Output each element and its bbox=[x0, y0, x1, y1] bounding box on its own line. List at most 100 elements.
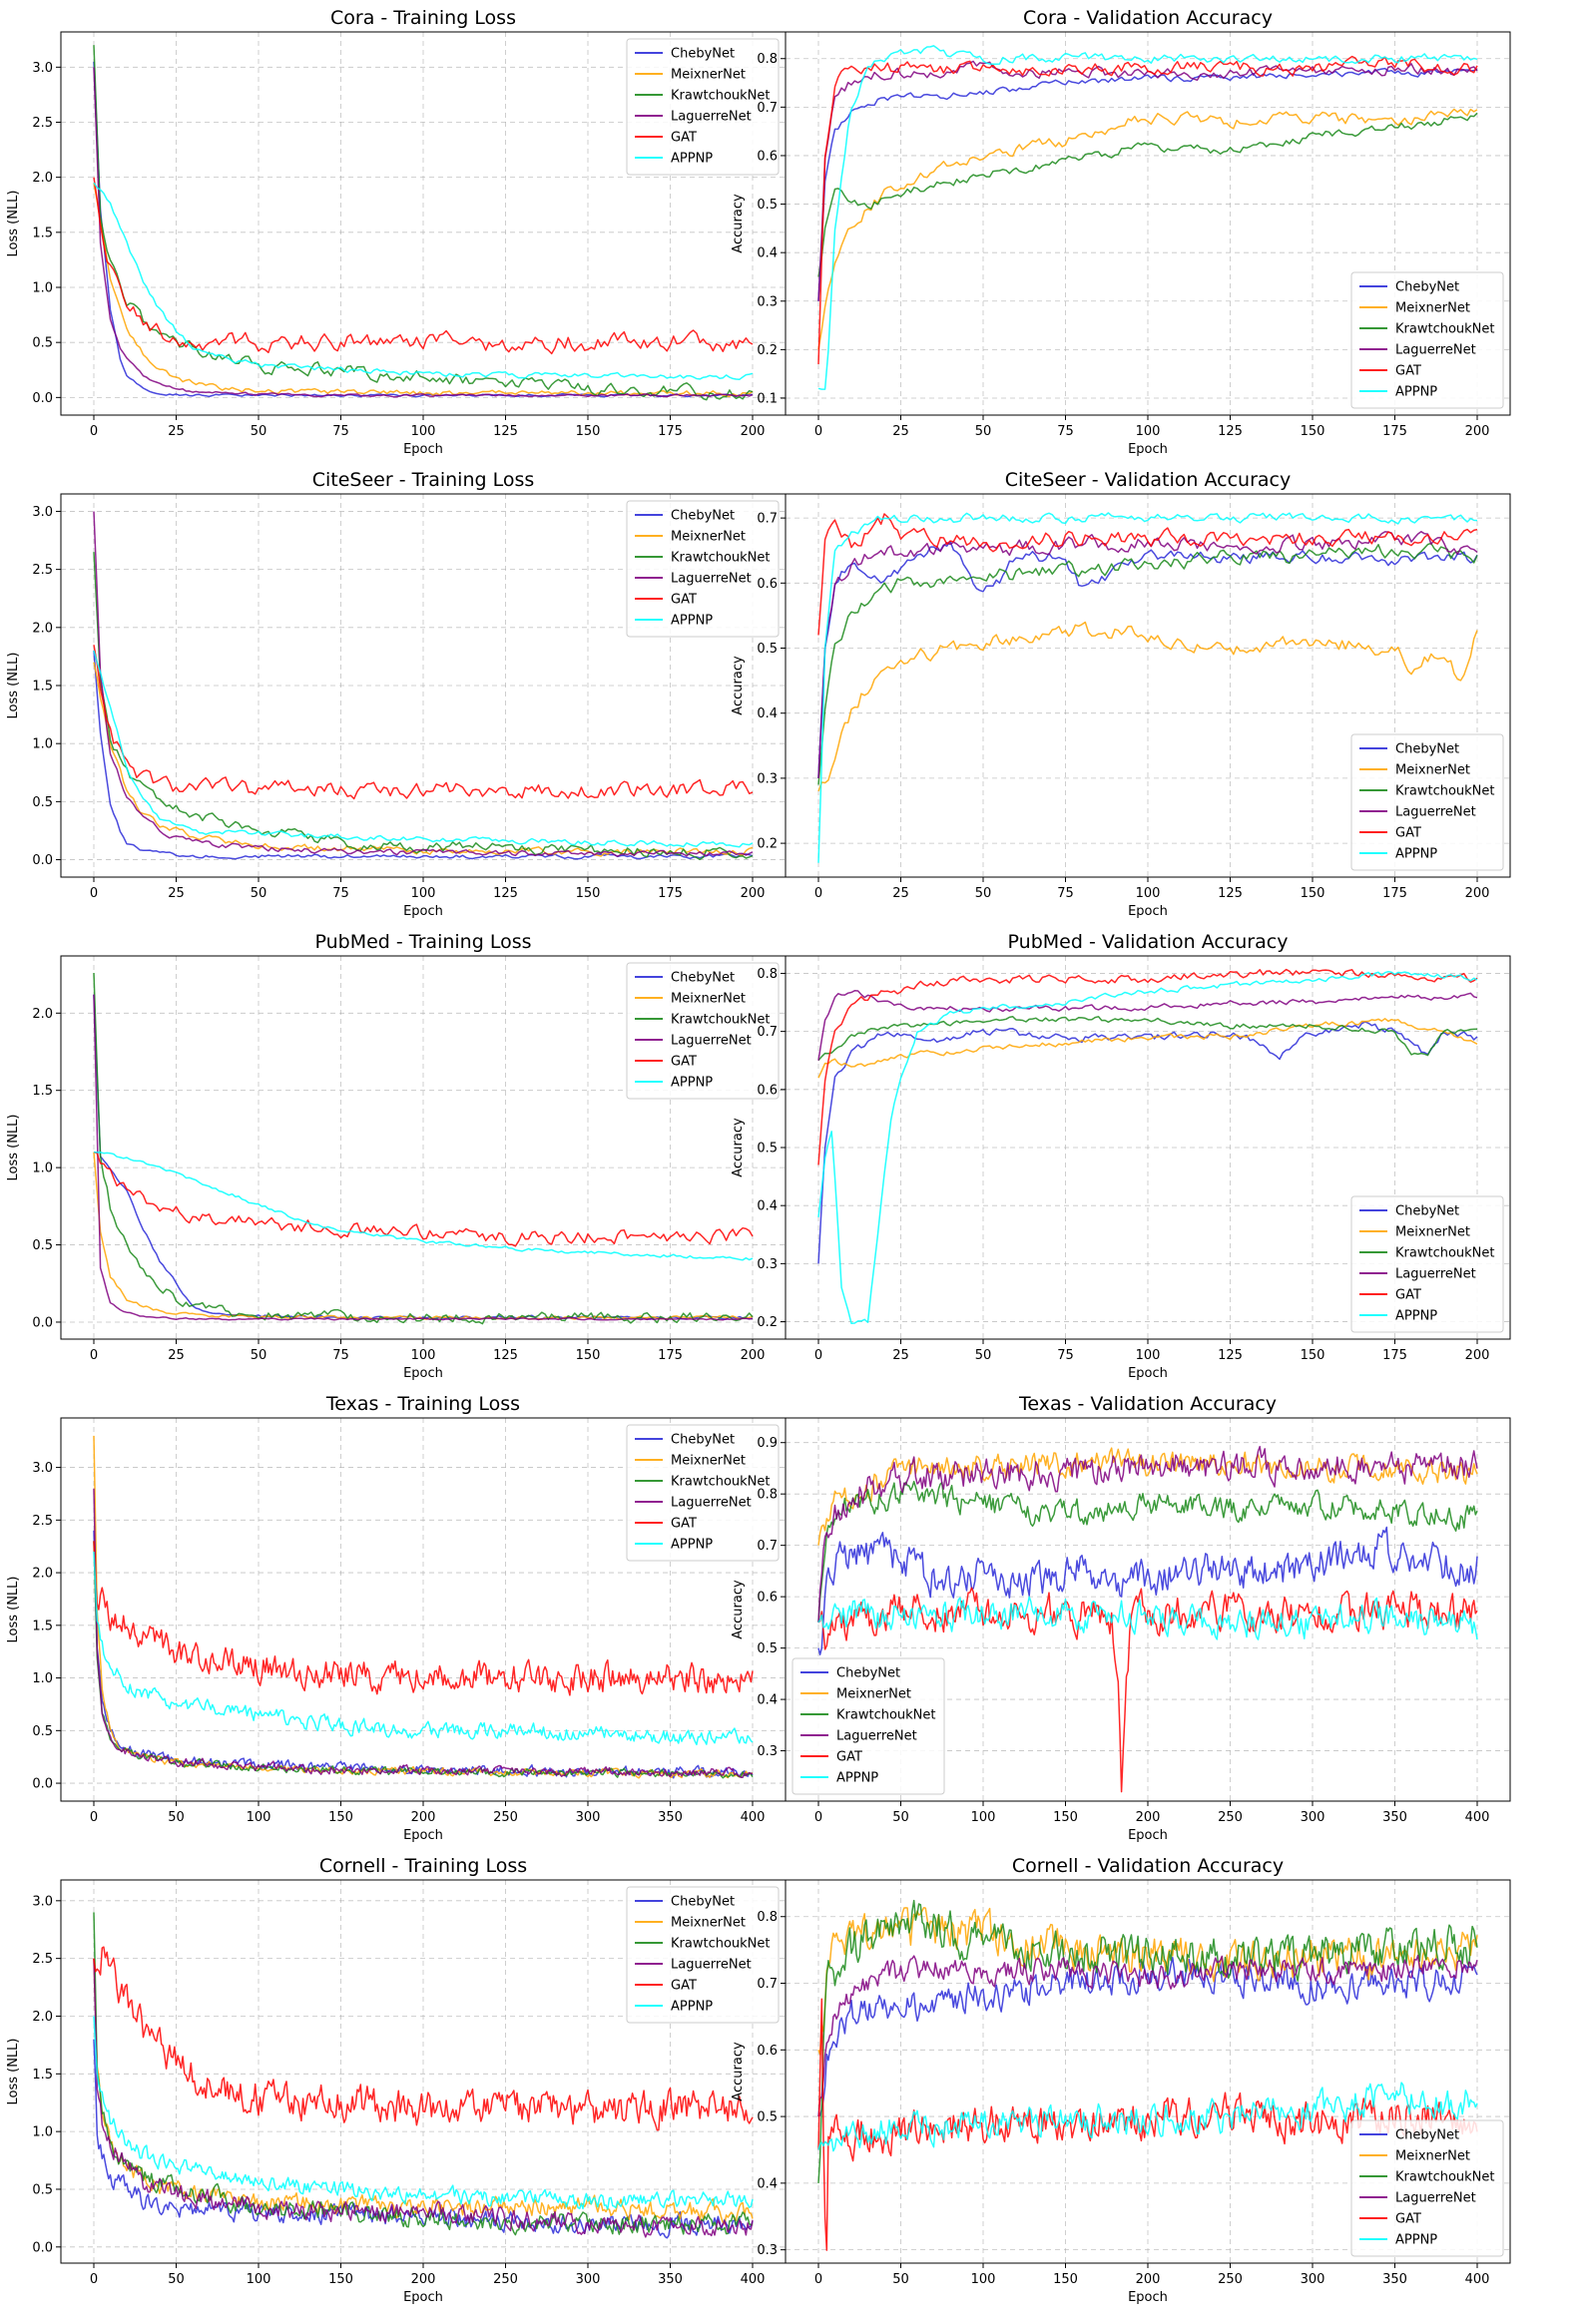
y-tick-label: 0.7 bbox=[757, 101, 778, 116]
x-tick-label: 250 bbox=[1218, 1810, 1243, 1825]
y-tick-label: 0.7 bbox=[757, 1977, 778, 1992]
y-tick-label: 0.4 bbox=[757, 1693, 778, 1708]
x-axis-label: Epoch bbox=[403, 904, 443, 919]
series-chebynet bbox=[817, 1021, 1478, 1264]
y-tick-label: 0.2 bbox=[757, 1315, 778, 1330]
series-chebynet bbox=[93, 651, 754, 860]
legend-label-appnp: APPNP bbox=[836, 1771, 878, 1786]
x-tick-label: 75 bbox=[332, 886, 349, 901]
series-gat bbox=[93, 177, 754, 355]
chart-texas-training-loss: Texas - Training Loss 0 50 100 150 200 250 300 3… bbox=[6, 1393, 787, 1843]
y-tick-label: 0.0 bbox=[32, 1777, 53, 1792]
x-tick-label: 100 bbox=[247, 2272, 271, 2287]
x-axis-label: Epoch bbox=[1128, 442, 1168, 457]
y-tick-label: 0.8 bbox=[757, 1488, 778, 1503]
y-tick-label: 1.5 bbox=[32, 2068, 53, 2083]
series-appnp bbox=[93, 2016, 754, 2210]
series-meixnernet bbox=[817, 621, 1478, 792]
y-tick-label: 0.8 bbox=[757, 1910, 778, 1925]
x-tick-label: 300 bbox=[1301, 2272, 1325, 2287]
x-tick-label: 75 bbox=[332, 1348, 349, 1363]
plot-area bbox=[93, 1912, 754, 2239]
legend-label-appnp: APPNP bbox=[671, 1538, 713, 1553]
x-tick-label: 175 bbox=[1382, 1348, 1407, 1363]
y-axis-label: Loss (NLL) bbox=[6, 1577, 21, 1643]
y-axis-label: Accuracy bbox=[731, 1580, 746, 1639]
x-tick-label: 200 bbox=[1465, 1348, 1490, 1363]
x-tick-label: 0 bbox=[90, 886, 98, 901]
plot-area bbox=[817, 512, 1478, 863]
series-chebynet bbox=[817, 1526, 1478, 1655]
x-tick-label: 200 bbox=[411, 1810, 436, 1825]
legend-box bbox=[1350, 271, 1504, 409]
legend-label-meixnernet: MeixnerNet bbox=[671, 530, 746, 545]
y-tick-label: 0.5 bbox=[757, 198, 778, 213]
legend-box bbox=[626, 1886, 780, 2024]
y-tick-label: 0.3 bbox=[757, 294, 778, 309]
y-tick-label: 0.0 bbox=[32, 2240, 53, 2255]
y-tick-label: 0.5 bbox=[757, 1142, 778, 1157]
legend-label-meixnernet: MeixnerNet bbox=[836, 1687, 911, 1702]
x-axis-label: Epoch bbox=[403, 1366, 443, 1381]
x-tick-label: 200 bbox=[741, 886, 766, 901]
legend-label-chebynet: ChebyNet bbox=[671, 1433, 735, 1448]
legend: ChebyNet MeixnerNet KrawtchoukNet LaguerreN… bbox=[626, 500, 780, 638]
y-tick-label: 3.0 bbox=[32, 505, 53, 520]
series-krawtchouknet bbox=[817, 542, 1478, 785]
x-tick-label: 150 bbox=[576, 424, 601, 439]
legend-label-meixnernet: MeixnerNet bbox=[671, 1916, 746, 1931]
y-tick-label: 0.5 bbox=[32, 795, 53, 810]
x-tick-label: 75 bbox=[1057, 886, 1074, 901]
x-tick-label: 0 bbox=[814, 2272, 822, 2287]
x-tick-label: 50 bbox=[975, 1348, 992, 1363]
series-appnp bbox=[93, 650, 754, 848]
chart-title: Texas - Training Loss bbox=[325, 1393, 520, 1415]
chart-title: Cornell - Validation Accuracy bbox=[1012, 1855, 1284, 1877]
legend-label-krawtchouknet: KrawtchoukNet bbox=[1395, 1246, 1495, 1261]
legend-box bbox=[1350, 733, 1504, 871]
legend-label-laguerrenet: LaguerreNet bbox=[1395, 1267, 1476, 1282]
y-tick-label: 0.6 bbox=[757, 577, 778, 592]
legend: ChebyNet MeixnerNet KrawtchoukNet LaguerreN… bbox=[1350, 733, 1504, 871]
chart-title: PubMed - Validation Accuracy bbox=[1008, 931, 1289, 953]
legend-label-gat: GAT bbox=[671, 1517, 697, 1532]
y-axis-label: Accuracy bbox=[731, 194, 746, 253]
legend-label-gat: GAT bbox=[836, 1750, 862, 1765]
legend-label-chebynet: ChebyNet bbox=[671, 47, 735, 62]
legend-label-krawtchouknet: KrawtchoukNet bbox=[836, 1708, 936, 1723]
legend-label-meixnernet: MeixnerNet bbox=[671, 992, 746, 1007]
y-tick-label: 0.2 bbox=[757, 343, 778, 358]
y-tick-label: 0.0 bbox=[32, 391, 53, 406]
y-tick-label: 1.5 bbox=[32, 1084, 53, 1099]
x-tick-label: 100 bbox=[411, 1348, 436, 1363]
series-krawtchouknet bbox=[817, 1899, 1478, 2183]
legend-label-krawtchouknet: KrawtchoukNet bbox=[1395, 2170, 1495, 2185]
series-appnp bbox=[817, 2082, 1478, 2152]
y-axis-label: Loss (NLL) bbox=[6, 653, 21, 719]
y-tick-label: 0.6 bbox=[757, 149, 778, 164]
series-gat bbox=[93, 645, 754, 800]
y-tick-label: 0.5 bbox=[757, 1641, 778, 1656]
legend-label-chebynet: ChebyNet bbox=[671, 1895, 735, 1910]
legend-label-laguerrenet: LaguerreNet bbox=[1395, 2191, 1476, 2206]
legend-label-laguerrenet: LaguerreNet bbox=[671, 572, 752, 587]
x-tick-label: 200 bbox=[411, 2272, 436, 2287]
plot-area bbox=[93, 1435, 754, 1779]
series-krawtchouknet bbox=[93, 972, 754, 1325]
series-krawtchouknet bbox=[93, 1912, 754, 2236]
x-tick-label: 400 bbox=[1465, 1810, 1490, 1825]
chart-pubmed-training-loss: PubMed - Training Loss 0 25 50 75 100 125 150 17… bbox=[6, 931, 787, 1381]
x-tick-label: 75 bbox=[332, 424, 349, 439]
legend-label-appnp: APPNP bbox=[671, 614, 713, 629]
series-appnp bbox=[93, 1551, 754, 1746]
chart-title: Cora - Training Loss bbox=[330, 7, 516, 29]
y-axis-label: Loss (NLL) bbox=[6, 2039, 21, 2105]
legend-label-appnp: APPNP bbox=[1395, 847, 1437, 862]
y-tick-label: 0.8 bbox=[757, 967, 778, 982]
x-tick-label: 50 bbox=[251, 1348, 267, 1363]
legend-label-krawtchouknet: KrawtchoukNet bbox=[671, 551, 771, 566]
x-tick-label: 50 bbox=[251, 424, 267, 439]
x-tick-label: 100 bbox=[971, 2272, 996, 2287]
x-axis-label: Epoch bbox=[1128, 2290, 1168, 2305]
